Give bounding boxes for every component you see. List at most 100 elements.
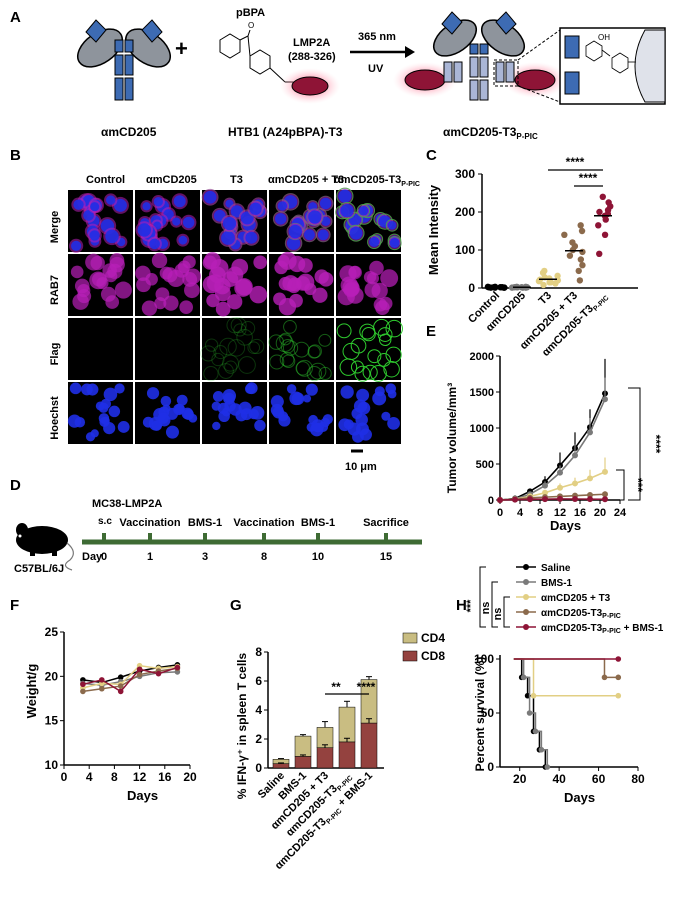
c-ytick-label: 0 <box>468 281 475 295</box>
timeline-day: 8 <box>261 551 267 563</box>
f-point <box>99 677 105 683</box>
micro-cell-nucleus <box>223 392 235 405</box>
legend-label: Saline <box>541 563 571 574</box>
e-point <box>497 497 503 503</box>
chart-f: 10 15 20 25 0 4 8 12 16 20 <box>45 625 197 784</box>
micro-cell-nucleus <box>249 202 262 215</box>
micro-cell-rab7 <box>141 300 158 316</box>
micro-cell-nucleus <box>340 203 354 218</box>
c-point <box>579 262 586 269</box>
micro-cell-flag <box>318 366 332 380</box>
c-sig-label: **** <box>566 155 585 169</box>
e-point <box>542 496 548 503</box>
micro-cell-nucleus <box>117 421 130 433</box>
micro-cell-flag <box>362 364 378 380</box>
micro-cell-nucleus <box>303 394 312 403</box>
micro-cell-rab7 <box>90 255 105 271</box>
peptide-blob <box>291 76 329 96</box>
micro-cell-rab7 <box>179 300 193 314</box>
micro-tile-r1-c3 <box>269 251 334 316</box>
h-xtick-label: 40 <box>552 772 566 786</box>
panel-b-label: B <box>10 147 21 164</box>
c-xtick-text: αmCD205-T3 <box>540 303 596 359</box>
panel-e: E Tumor volume/mm³ Days 0 500 1000 1500 2000… <box>426 323 663 533</box>
micro-cell-nucleus <box>238 401 252 415</box>
c-point <box>576 277 584 284</box>
micro-cell-nucleus <box>142 202 151 211</box>
micro-cell-flag <box>224 360 238 374</box>
micro-cell-nucleus <box>387 389 397 399</box>
micro-cell-nucleus <box>245 382 258 395</box>
f-xtick-label: 16 <box>158 770 172 784</box>
micro-cell-rab7 <box>74 278 90 294</box>
micro-cell-nucleus <box>73 199 84 210</box>
e-point <box>602 468 608 475</box>
micro-cell-flag <box>247 341 261 355</box>
micro-cell-nucleus <box>369 236 380 248</box>
micro-cell-flag <box>211 352 225 367</box>
h-series-line <box>513 658 619 679</box>
h-ytick-label: 100 <box>474 652 494 666</box>
timeline-event: Vaccination <box>119 517 180 529</box>
micro-cell-rab7 <box>312 287 328 303</box>
legend-marker <box>523 564 529 570</box>
micro-cell-flag <box>378 333 392 347</box>
micro-cell-nucleus <box>372 391 387 406</box>
micro-cell-flag <box>354 365 371 382</box>
panel-d-label: D <box>10 477 21 494</box>
c-point <box>577 222 584 229</box>
e-point <box>512 496 518 503</box>
e-sig-bracket <box>616 469 625 501</box>
g-ytick-label: 8 <box>255 645 262 659</box>
e-point <box>602 491 608 498</box>
f-xtick-label: 20 <box>183 770 197 784</box>
h-ytick-label: 0 <box>487 760 494 774</box>
micro-cell-rab7 <box>184 282 200 299</box>
e-ytick-label: 2000 <box>470 351 494 363</box>
h-point <box>615 674 622 681</box>
micro-tile-r2-c3 <box>268 318 334 382</box>
micro-cell-nucleus <box>277 201 288 211</box>
micro-cell-rab7 <box>339 265 357 283</box>
g-sig-label: **** <box>357 680 376 694</box>
micro-cell-flag <box>308 344 322 359</box>
legend-marker <box>523 579 529 585</box>
f-point <box>136 671 143 678</box>
micro-cell-nucleus <box>137 223 151 237</box>
row-label-rab7: RAB7 <box>49 275 61 305</box>
e-series-line <box>499 398 606 501</box>
legend-stat-1: *** <box>465 599 477 613</box>
micro-cell-rab7 <box>70 265 84 279</box>
micro-cell-nucleus <box>321 216 331 227</box>
h-point <box>615 656 622 662</box>
timeline-event: Sacrifice <box>363 517 409 529</box>
micro-cell-rab7 <box>136 277 151 293</box>
c-xtick-sub: P-PIC <box>592 295 610 313</box>
micro-cell-rab7 <box>109 256 125 273</box>
e-xtick-label: 4 <box>517 507 524 519</box>
micro-cell-rab7 <box>253 255 267 270</box>
micro-cell-rab7 <box>114 281 132 299</box>
micro-cell-flag <box>218 363 234 379</box>
c-xtick-text: T3 <box>537 290 555 308</box>
h-point <box>538 746 545 753</box>
legend-stat-brackets <box>479 566 510 628</box>
micro-cell-rab7 <box>100 286 116 302</box>
micro-cell-nucleus <box>320 417 330 428</box>
micro-cell-nucleus <box>305 383 318 396</box>
c-ytick-label: 200 <box>455 205 475 219</box>
micro-cell-flag <box>279 352 295 367</box>
micro-cell-flag <box>200 345 217 362</box>
peptide-structure: O <box>219 21 298 83</box>
row-label-flag: Flag <box>49 343 61 366</box>
micro-cell-nucleus <box>389 238 400 249</box>
micro-cell-nucleus <box>338 189 352 203</box>
f-ylabel: Weight/g <box>24 664 39 719</box>
micro-cell-flag <box>269 354 285 370</box>
h-point <box>532 728 539 735</box>
micro-cell-flag <box>318 333 332 347</box>
micro-cell-flag <box>222 354 239 372</box>
f-point <box>174 664 181 671</box>
micro-cell-flag <box>307 345 321 359</box>
